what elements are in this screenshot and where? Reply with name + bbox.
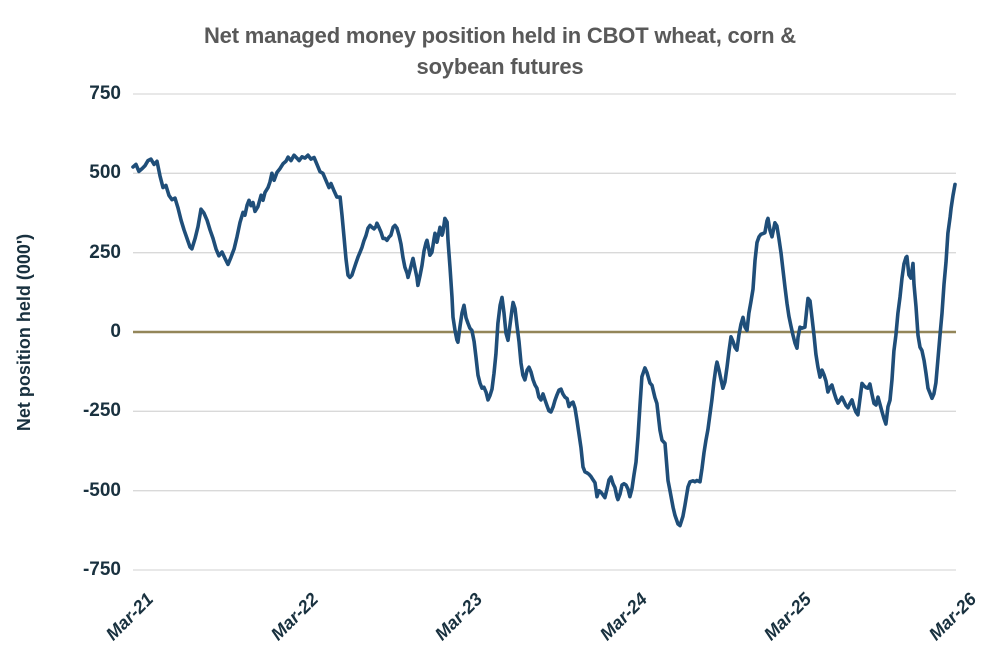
y-tick-label: -750: [82, 559, 121, 580]
y-tick-label: 750: [89, 83, 121, 104]
y-tick-label: -250: [82, 400, 121, 422]
y-tick-label: 0: [110, 321, 121, 342]
series-line: [131, 153, 957, 528]
chart-title-line-2: soybean futures: [416, 54, 584, 79]
y-tick-label: 500: [89, 162, 121, 184]
chart-title: Net managed money position held in CBOT …: [0, 20, 1000, 82]
y-tick-label: 250: [89, 241, 121, 263]
chart-title-line-1: Net managed money position held in CBOT …: [203, 23, 796, 48]
y-tick-label: -500: [82, 479, 121, 501]
